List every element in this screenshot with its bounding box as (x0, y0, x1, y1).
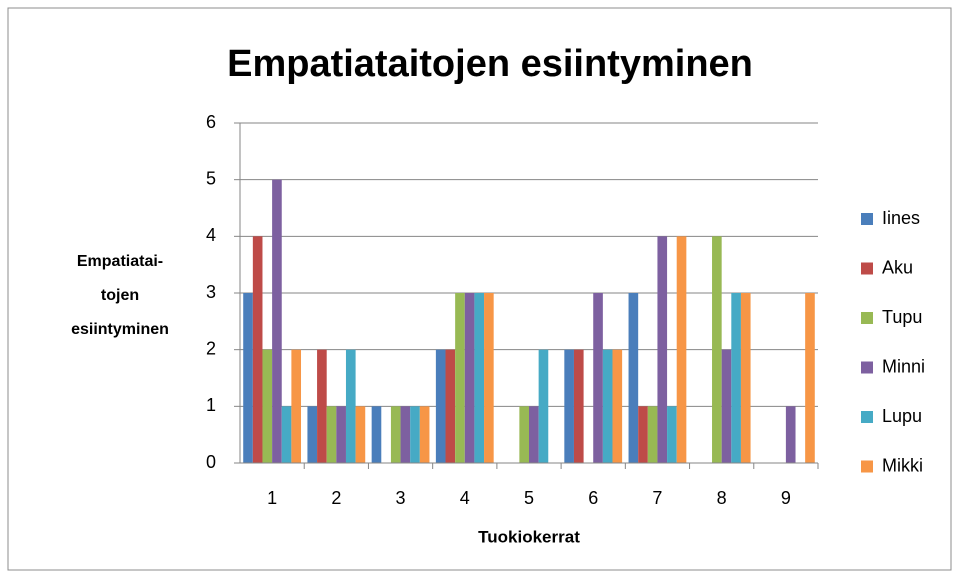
legend-swatch (861, 213, 873, 225)
y-axis-title: Empatiatai- (77, 253, 163, 270)
chart-title: Empatiataitojen esiintyminen (227, 43, 753, 85)
x-tick-label: 1 (267, 488, 277, 508)
bar (519, 406, 529, 463)
bar (721, 349, 732, 463)
bar (252, 236, 263, 463)
bar (281, 406, 292, 463)
legend-swatch (861, 460, 873, 473)
legend-label: Tupu (882, 307, 922, 327)
bar (638, 406, 648, 463)
bar (647, 406, 658, 463)
y-tick-label: 1 (206, 395, 216, 415)
bar (712, 236, 722, 463)
bar (474, 293, 485, 463)
bar (262, 349, 273, 463)
legend-swatch (861, 411, 873, 423)
x-tick-label: 8 (717, 488, 727, 508)
y-axis-title: tojen (101, 287, 139, 304)
bar (390, 406, 401, 463)
x-tick-label: 2 (331, 488, 341, 508)
chart-border (7, 7, 952, 571)
bar (529, 406, 539, 463)
bar (419, 406, 430, 463)
bar (307, 406, 318, 463)
bar (740, 293, 751, 463)
y-tick-label: 2 (206, 338, 216, 358)
bar (573, 349, 584, 463)
bar (464, 293, 475, 463)
bar (628, 293, 639, 463)
x-tick-label: 9 (781, 488, 791, 508)
bar (612, 349, 623, 463)
bar (445, 349, 456, 463)
legend-swatch (861, 361, 873, 374)
bar (676, 236, 687, 463)
bar (538, 349, 549, 463)
x-tick-label: 3 (396, 488, 406, 508)
legend-label: Lupu (882, 406, 922, 426)
bar (272, 179, 282, 463)
bar (410, 406, 420, 463)
legend-label: Iines (882, 208, 920, 228)
bar (593, 293, 603, 463)
x-tick-label: 4 (460, 488, 470, 508)
y-tick-label: 5 (206, 168, 216, 188)
y-tick-label: 3 (206, 282, 216, 302)
bar (317, 349, 327, 463)
bar (455, 293, 465, 463)
legend-label: Mikki (882, 455, 923, 475)
legend-label: Aku (882, 257, 913, 277)
y-tick-label: 0 (206, 452, 216, 472)
x-tick-label: 6 (588, 488, 598, 508)
bar (657, 236, 668, 463)
bar (484, 293, 494, 463)
y-axis-title: esiintyminen (71, 321, 169, 338)
bar (564, 349, 574, 463)
bar (336, 406, 346, 463)
bar (371, 406, 382, 463)
bar (345, 349, 356, 463)
bar (355, 406, 366, 463)
legend-swatch (861, 262, 873, 275)
bar (667, 406, 677, 463)
x-tick-label: 5 (524, 488, 534, 508)
y-tick-label: 4 (206, 225, 216, 245)
bar (602, 349, 613, 463)
legend-swatch (861, 312, 873, 324)
x-axis-title: Tuokiokerrat (478, 527, 580, 546)
bar (785, 406, 796, 463)
bar (805, 293, 815, 463)
x-tick-label: 7 (652, 488, 662, 508)
bar (326, 406, 337, 463)
bar (435, 349, 446, 463)
bar (291, 349, 302, 463)
legend-label: Minni (882, 356, 925, 376)
bar (731, 293, 741, 463)
bar (400, 406, 411, 463)
bar (243, 293, 253, 463)
y-tick-label: 6 (206, 112, 216, 132)
